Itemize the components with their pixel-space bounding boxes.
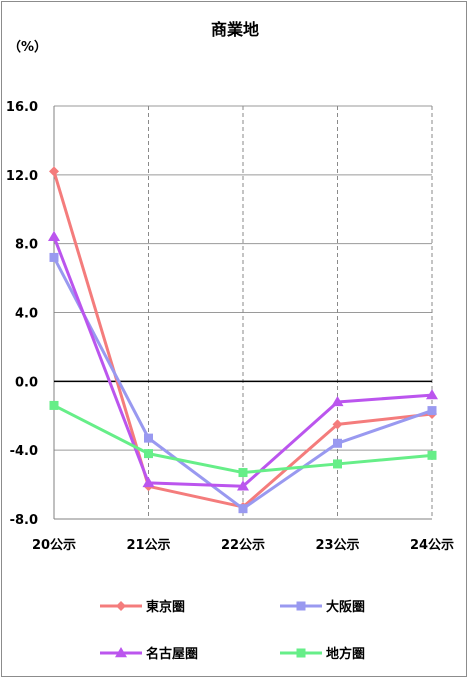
- y-tick-label: 16.0: [6, 100, 38, 115]
- y-tick-label: 0.0: [15, 375, 38, 390]
- y-axis-unit-label: （%）: [8, 39, 47, 55]
- series-2-point: [427, 406, 437, 416]
- series-3-point: [237, 480, 249, 491]
- series-2-point: [49, 252, 59, 262]
- y-tick-label: -8.0: [10, 513, 38, 528]
- series-4-point: [49, 400, 59, 410]
- legend-marker-2: [296, 601, 306, 611]
- legend-marker-1: [116, 601, 126, 611]
- legend-label-4: 地方圏: [326, 646, 365, 662]
- y-tick-label: 8.0: [15, 238, 38, 253]
- legend-label-1: 東京圏: [146, 599, 185, 615]
- series-3-point: [142, 476, 155, 488]
- chart-title: 商業地: [211, 20, 259, 39]
- x-tick-label: 23公示: [315, 538, 359, 553]
- series-1-point: [332, 419, 343, 430]
- x-tick-label: 22公示: [221, 538, 265, 553]
- legend-label-2: 大阪圏: [326, 599, 365, 615]
- series-4-point: [333, 459, 342, 469]
- series-2-point: [333, 438, 342, 448]
- plot-area: 16.0 12.0 8.0 4.0 0.0 -4.0 -8.0 20公示 21公示 22公示 23公…: [6, 100, 454, 553]
- series-3-point: [48, 230, 60, 241]
- series-3-point: [426, 389, 438, 400]
- x-tick-label: 24公示: [410, 538, 454, 553]
- series-1-point: [49, 166, 59, 177]
- x-tick-label: 21公示: [126, 538, 170, 553]
- legend-marker-3: [115, 647, 127, 658]
- x-tick-label: 20公示: [32, 538, 76, 553]
- series-2-point: [144, 433, 153, 443]
- legend-marker-4: [296, 648, 306, 658]
- series-3-point: [331, 395, 344, 407]
- series-4-point: [144, 449, 153, 459]
- legend-label-3: 名古屋圏: [146, 646, 198, 662]
- y-tick-label: 4.0: [15, 307, 38, 322]
- series-2-point: [238, 504, 248, 514]
- y-tick-label: 12.0: [6, 169, 38, 184]
- series-4-point: [238, 468, 248, 478]
- series-4-point: [427, 450, 437, 460]
- y-tick-label: -4.0: [10, 444, 38, 459]
